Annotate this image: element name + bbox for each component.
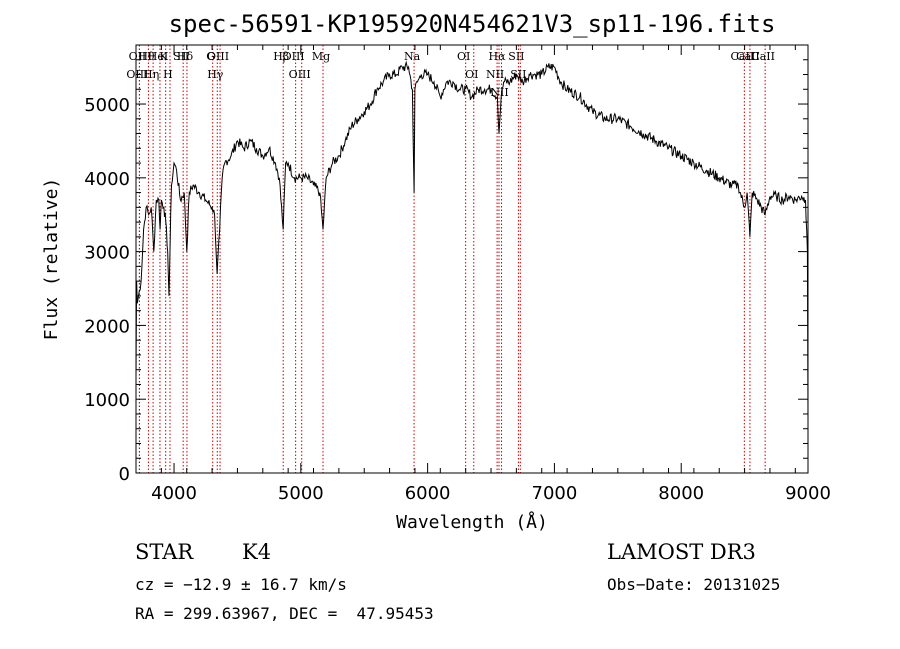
line-label-8: Hδ — [177, 50, 194, 63]
line-label-9: OIII — [207, 50, 229, 63]
x-tick-label-1: 5000 — [278, 483, 324, 504]
object-class: STAR — [135, 540, 194, 564]
x-axis-ticks: 4000 5000 6000 7000 8000 9000 — [135, 45, 831, 504]
object-subclass: K4 — [242, 540, 272, 564]
line-label-5: K — [160, 50, 169, 63]
line-label-20: NII — [486, 68, 504, 81]
line-label-18: OI — [465, 68, 478, 81]
x-tick-label-5: 9000 — [785, 483, 831, 504]
line-label-12: Hβ — [273, 50, 289, 63]
y-tick-label-5: 5000 — [84, 95, 130, 116]
line-label-14: OIII — [289, 68, 311, 81]
x-axis-label: Wavelength (Å) — [396, 511, 548, 533]
survey-name: LAMOST DR3 — [607, 540, 756, 564]
y-axis-label: Flux (relative) — [41, 178, 62, 341]
y-tick-label-4: 4000 — [84, 169, 130, 190]
spectral-line-markers — [138, 45, 766, 473]
line-label-1: OII — [129, 50, 147, 63]
redshift-info: cz = −12.9 ± 16.7 km/s — [135, 575, 347, 594]
coordinates: RA = 299.63967, DEC = 47.95453 — [135, 604, 434, 623]
line-label-19: Hα — [488, 50, 506, 63]
x-tick-label-3: 7000 — [532, 483, 578, 504]
y-tick-label-3: 3000 — [84, 243, 130, 264]
x-tick-label-2: 6000 — [405, 483, 451, 504]
line-label-26: CaII — [751, 50, 775, 63]
line-label-4: HeI — [148, 50, 168, 63]
line-label-22: SII — [508, 50, 524, 63]
line-label-16: Na — [404, 50, 421, 63]
chart-title: spec-56591-KP195920N454621V3_sp11-196.fi… — [169, 10, 776, 38]
line-label-15: Mg — [312, 50, 330, 63]
plot-frame — [135, 44, 809, 474]
x-tick-label-0: 4000 — [151, 483, 197, 504]
y-tick-label-1: 1000 — [84, 390, 130, 411]
line-label-11: G — [206, 50, 215, 63]
line-label-3: Hη — [143, 68, 159, 81]
line-label-17: OI — [457, 50, 470, 63]
y-tick-label-0: 0 — [119, 464, 130, 485]
line-label-0: Hθ — [138, 50, 155, 63]
line-label-7: SII — [173, 50, 189, 63]
y-tick-label-2: 2000 — [84, 316, 130, 337]
line-label-13: OIII — [283, 50, 305, 63]
y-axis-ticks: 0 1000 2000 3000 4000 5000 — [84, 44, 808, 485]
spectrum-line — [135, 60, 809, 422]
line-label-25: CaII — [736, 50, 760, 63]
line-label-6: H — [163, 68, 173, 81]
line-label-21: NII — [490, 86, 508, 99]
x-tick-label-4: 8000 — [658, 483, 704, 504]
obs-date: Obs−Date: 20131025 — [607, 575, 781, 594]
line-label-24: CaII — [731, 50, 755, 63]
line-label-10: Hγ — [207, 68, 224, 81]
